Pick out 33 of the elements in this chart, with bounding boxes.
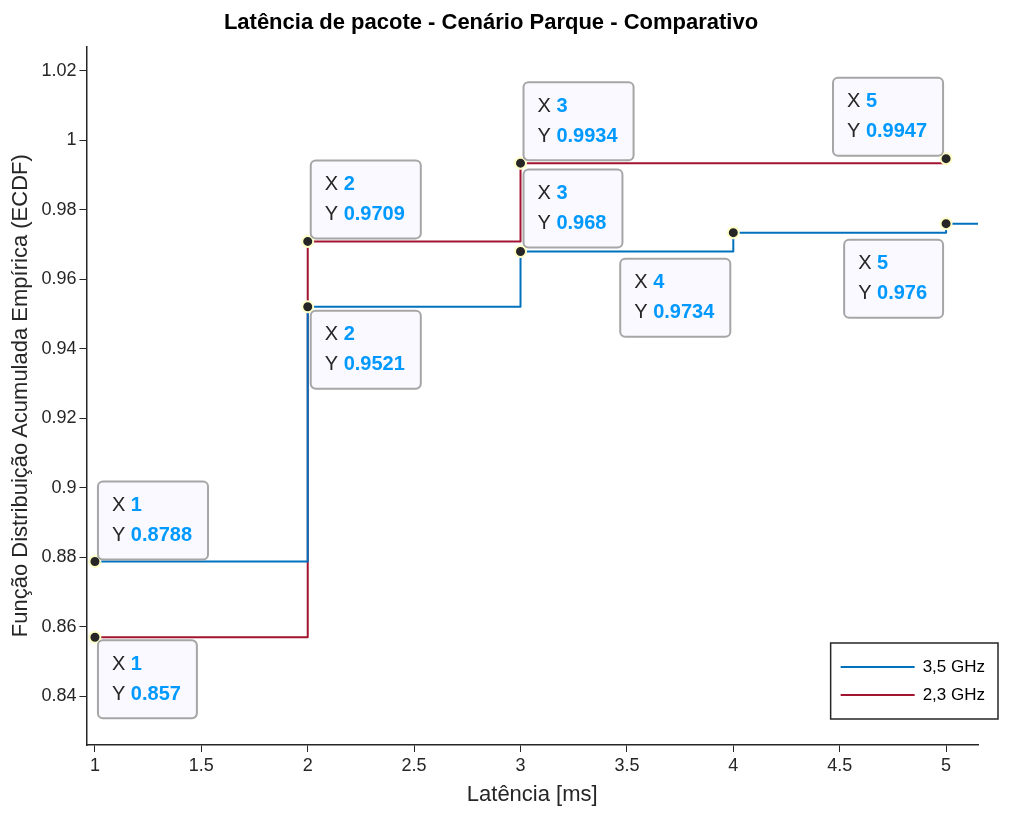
y-tick-label: 0.96 [41, 268, 77, 289]
x-tick-label: 2 [302, 754, 313, 775]
x-tick-label: 1 [89, 754, 100, 775]
annotation: X 5 Y 0.9947 [847, 89, 928, 142]
annotation: X 4 Y 0.9734 [634, 270, 716, 323]
chart-title: Latência de pacote - Cenário Parque - Comparativo [223, 9, 759, 35]
x-tick-label: 1.5 [188, 754, 214, 775]
x-tick-label: 4.5 [827, 754, 853, 775]
legend-label: 2,3 GHz [922, 684, 985, 704]
legend-label: 3,5 GHz [922, 656, 985, 676]
y-tick-label: 0.98 [41, 198, 77, 219]
annotation: X 5 Y 0.976 [858, 251, 928, 304]
y-tick-label: 1 [66, 129, 77, 150]
annotation: X 2 Y 0.9521 [324, 322, 405, 375]
x-tick-label: 3 [515, 754, 526, 775]
y-tick-label: 0.84 [41, 685, 77, 706]
x-tick-label: 5 [941, 754, 952, 775]
x-tick-label: 4 [728, 754, 739, 775]
y-tick-label: 0.9 [51, 476, 77, 497]
annotation: X 3 Y 0.9934 [537, 93, 619, 146]
y-tick-label: 1.02 [41, 59, 77, 80]
x-axis-title: Latência [ms] [466, 780, 598, 806]
annotation: X 1 Y 0.857 [111, 651, 181, 704]
x-tick-label: 3.5 [614, 754, 640, 775]
y-tick-label: 0.94 [41, 337, 77, 358]
annotation: X 2 Y 0.9709 [324, 171, 405, 224]
y-tick-label: 0.88 [41, 546, 77, 567]
y-tick-label: 0.86 [41, 615, 77, 636]
x-tick-label: 2.5 [401, 754, 427, 775]
y-axis-title: Função Distribuição Acumulada Empírica (ECDF) [7, 154, 33, 638]
y-tick-label: 0.92 [41, 407, 77, 428]
annotation: X 1 Y 0.8788 [111, 493, 193, 545]
annotation: X 3 Y 0.968 [537, 180, 607, 233]
